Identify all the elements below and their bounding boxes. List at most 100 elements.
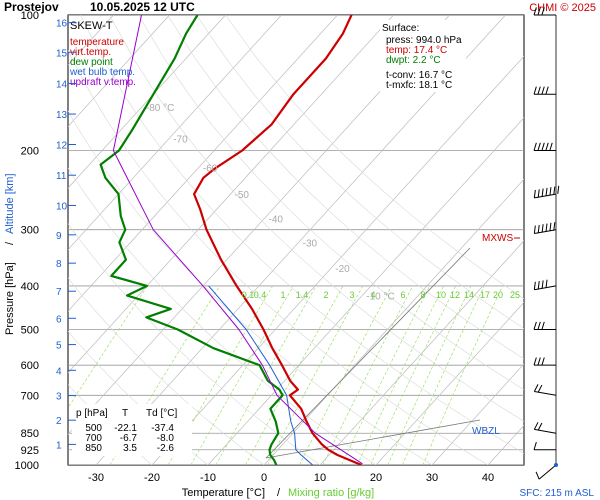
wind-barb	[534, 229, 557, 235]
y-tick-label: 300	[21, 225, 39, 237]
surface-box-bg	[380, 20, 466, 92]
legend-virt-temp: virt.temp.	[70, 47, 111, 58]
surface-title: Surface:	[382, 23, 419, 34]
surface-altitude: SFC: 215 m ASL	[520, 488, 595, 499]
isotherm-line	[319, 240, 524, 465]
x-axis-title: Temperature [°C]	[182, 487, 265, 499]
level-table-bg	[72, 404, 192, 456]
isotherm-line	[68, 15, 338, 312]
altitude-tick-label: 16	[56, 19, 68, 30]
dry-adiabat	[109, 15, 524, 422]
observation-time: 10.05.2025 12 UTC	[90, 0, 195, 14]
dry-adiabat	[225, 15, 524, 300]
table-cell: 3.5	[123, 443, 137, 454]
wind-barb-feather	[537, 86, 541, 95]
wind-barb-feather	[553, 186, 556, 195]
table-header-p: p [hPa]	[76, 408, 108, 419]
wind-barb-feather	[533, 281, 536, 290]
series-layer	[99, 15, 363, 465]
station-name: Prostejov	[4, 0, 59, 14]
mixing-ratio-label: 17	[480, 290, 490, 300]
y-tick-label: 600	[21, 360, 39, 372]
legend-dew-point: dew point	[70, 57, 113, 68]
wind-barb	[534, 390, 557, 396]
credit-text: CHMI © 2025	[529, 2, 596, 14]
wind-barb-feather	[533, 142, 537, 151]
wind-barb-feather	[537, 7, 541, 16]
mixing-ratio-label: 4	[370, 290, 375, 300]
mixing-ratio-line	[387, 285, 472, 465]
y-tick-label: 500	[21, 325, 39, 337]
wind-barb-feather	[533, 422, 539, 430]
mixing-ratio-label: 2	[323, 290, 328, 300]
wind-barb-feather	[549, 222, 552, 231]
altitude-tick-label: 2	[56, 416, 62, 427]
isotherm-line	[207, 117, 524, 465]
series-line-wet-bulb-temp-	[208, 285, 314, 465]
isotherm-label: -10 °C	[366, 291, 394, 302]
altitude-tick-label: 4	[56, 366, 62, 377]
surface-t-mxfc: t-mxfc: 18.1 °C	[386, 80, 452, 91]
altitude-tick-label: 1	[56, 440, 62, 451]
mixing-ratio-line	[356, 285, 445, 465]
wind-barb-feather	[549, 187, 552, 196]
wind-barb-feather	[545, 223, 548, 232]
isotherm-line	[544, 15, 600, 465]
wind-barb-feather	[533, 441, 537, 450]
wind-barb-feather	[541, 188, 544, 197]
wind-barb-feather	[537, 224, 540, 233]
x-tick-label: -10	[200, 472, 216, 484]
isotherm-line	[68, 15, 226, 189]
wind-barb-feather	[537, 422, 543, 431]
wind-barb-feather	[541, 86, 545, 95]
wind-barb-feather	[533, 189, 536, 198]
isotherm-line	[151, 55, 524, 465]
mixing-ratio-label: 10	[436, 290, 446, 300]
mixing-ratio-label: 8	[420, 290, 425, 300]
wind-barb-feather	[545, 279, 548, 288]
isotherm-label: -60	[203, 163, 218, 174]
isotherm-line	[68, 15, 394, 374]
wind-barb-feather	[533, 86, 537, 95]
mixing-ratio-line	[190, 285, 294, 465]
legend-title: SKEW-T	[70, 20, 113, 32]
wind-barb-feather	[533, 321, 537, 330]
dry-adiabat	[68, 49, 489, 465]
mixing-ratio-line	[109, 285, 220, 465]
altitude-tick-label: 10	[56, 201, 68, 212]
y-tick-label: 1000	[15, 460, 39, 472]
mxws-marker: MXWS	[482, 233, 513, 244]
axis-title-separator: /	[4, 241, 16, 245]
isotherm-label: -20	[335, 264, 350, 275]
table-cell: 850	[85, 443, 102, 454]
wind-barb-feather	[537, 321, 541, 330]
series-line-temperature	[193, 15, 362, 465]
wind-barb-feather	[541, 321, 545, 330]
y-tick-label: 850	[21, 428, 39, 440]
wind-barb-feather	[541, 224, 544, 233]
wind-barb-feather	[545, 86, 549, 95]
legend: SKEW-T temperature virt.temp. dew point …	[69, 20, 136, 88]
dry-adiabat	[138, 15, 524, 391]
mixing-ratio-line	[370, 285, 457, 465]
y-tick-label: 925	[21, 445, 39, 457]
mixing-ratio-line	[341, 285, 431, 465]
y-tick-label: 400	[21, 281, 39, 293]
wind-barb-feather	[533, 225, 536, 234]
wind-barb-feather	[533, 384, 539, 392]
x-tick-label: 0	[261, 472, 267, 484]
wind-barb-feather	[537, 189, 540, 198]
x-tick-label: 10	[314, 472, 326, 484]
legend-wet-bulb: wet bulb temp.	[69, 67, 135, 78]
wind-barb-feather	[537, 281, 540, 290]
isotherm-line	[375, 301, 524, 465]
dry-adiabat	[68, 167, 377, 465]
surface-box: Surface: press: 994.0 hPa temp: 17.4 °C …	[380, 20, 466, 92]
dry-adiabat	[80, 15, 524, 454]
mixing-ratio-label: 0.1	[242, 290, 255, 300]
mixing-ratio-label: 12	[450, 290, 460, 300]
y-tick-label: 200	[21, 145, 39, 157]
wind-barb-feather	[545, 142, 549, 151]
wind-barb-feather	[557, 185, 560, 194]
surface-dewpoint: dwpt: 2.2 °C	[386, 55, 441, 66]
